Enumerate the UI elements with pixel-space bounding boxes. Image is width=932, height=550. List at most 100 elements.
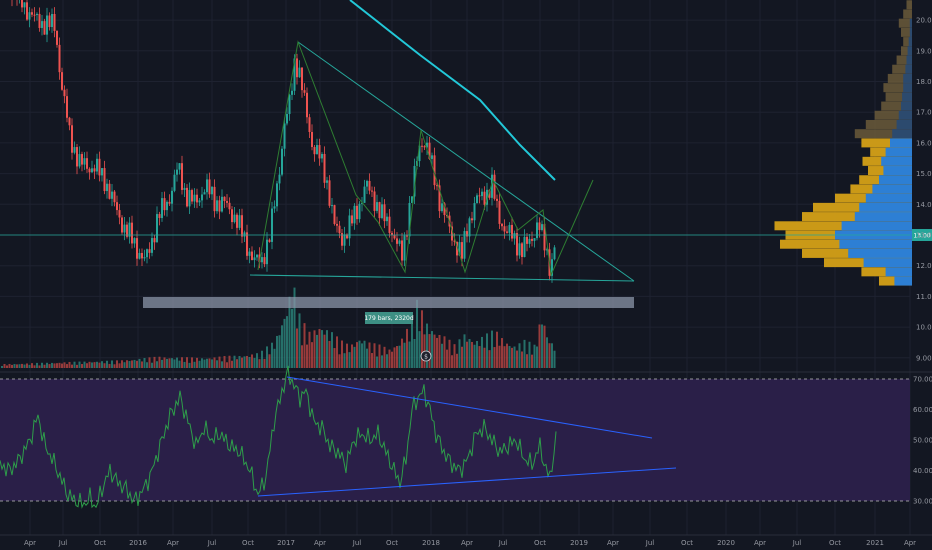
time-tick-label: 2020 [717, 539, 735, 547]
volume-bar [211, 359, 213, 368]
candle-body [441, 203, 443, 212]
volume-bar [421, 310, 423, 368]
candle-body [91, 168, 93, 173]
time-tick-label: Apr [607, 539, 619, 547]
rsi-axis[interactable]: 70.0000 60.0000 50.0000 40.0000 30.0000 [913, 376, 932, 506]
rsi-tick-label: 40.0000 [913, 467, 932, 475]
time-tick-label: Oct [829, 539, 841, 547]
candle-body [26, 2, 28, 20]
candle-body [466, 231, 468, 237]
volume-bar [513, 346, 516, 368]
volume-bar [176, 357, 178, 368]
volume-bar [281, 325, 283, 368]
candle-body [498, 200, 501, 224]
volume-profile-bar [865, 119, 912, 129]
candle-body [328, 180, 331, 206]
volume-bar [33, 365, 36, 368]
volume-bar [201, 358, 203, 368]
volume-bar [256, 353, 258, 368]
volume-bar [103, 363, 106, 368]
time-tick-label: 2016 [129, 539, 147, 547]
volume-annotation: 179 bars, 2320d [364, 312, 414, 324]
volume-bar [263, 358, 266, 368]
volume-bar [313, 330, 316, 368]
volume-bar [493, 347, 496, 368]
candle-body [488, 189, 491, 198]
volume-bar [111, 360, 113, 368]
candle-body [36, 13, 38, 16]
candle-body [453, 240, 456, 242]
candle-body [501, 223, 503, 227]
support-zone [143, 297, 634, 308]
candle-body [396, 238, 398, 244]
candle-body [261, 257, 263, 263]
candle-body [241, 215, 243, 237]
volume-bar [301, 345, 303, 368]
candle-body [41, 21, 43, 28]
candle-body [83, 158, 86, 165]
volume-bar [73, 361, 76, 368]
time-tick-label: Apr [461, 539, 473, 547]
candle-body [56, 30, 58, 45]
volume-bar [388, 349, 391, 368]
volume-bar [456, 353, 458, 368]
volume-bar [91, 362, 93, 368]
candle-body [186, 187, 188, 207]
candle-body [473, 203, 476, 221]
volume-bar [381, 355, 383, 368]
candle-body [28, 12, 31, 20]
time-tick-label: Jul [792, 539, 802, 547]
time-tick-label: Jul [498, 539, 508, 547]
candle-body [166, 201, 168, 211]
volume-profile-bar [854, 212, 912, 222]
candle-body [281, 148, 283, 175]
volume-bar [308, 331, 311, 368]
candle-body [313, 147, 316, 155]
rsi-series [0, 365, 557, 509]
volume-bar [356, 342, 358, 368]
volume-bar [361, 343, 363, 368]
dividend-marker[interactable]: $ [420, 350, 432, 362]
volume-bar [246, 355, 248, 368]
volume-bar [116, 360, 118, 368]
time-tick-label: Apr [754, 539, 766, 547]
volume-bar [66, 364, 68, 368]
volume-bar [178, 360, 181, 368]
candle-body [73, 147, 76, 153]
time-tick-label: Oct [681, 539, 693, 547]
volume-bar [96, 361, 98, 368]
candle-body [236, 214, 238, 228]
volume-profile-bar [879, 175, 912, 185]
candle-body [468, 218, 471, 237]
candle-body [156, 214, 158, 243]
volume-profile-bar [887, 73, 912, 83]
candle-body [238, 215, 241, 228]
volume-bar [236, 359, 238, 368]
volume-bar [191, 357, 193, 368]
time-axis[interactable]: Apr Jul Oct 2016 Apr Jul Oct 2017 Apr Jul Oct 2018 A… [0, 534, 932, 547]
volume-bar [393, 347, 396, 368]
volume-bar [401, 338, 403, 368]
candle-body [526, 236, 528, 244]
volume-bar [548, 343, 551, 368]
candle-body [533, 238, 536, 241]
volume-bar [323, 334, 326, 368]
time-tick-label: Oct [242, 539, 254, 547]
candle-body [191, 190, 193, 202]
candle-body [51, 14, 53, 28]
volume-bar [461, 346, 463, 368]
candle-body [178, 163, 181, 170]
volume-profile-bar [841, 221, 912, 231]
volume-bar [473, 344, 476, 368]
volume-bar [413, 339, 416, 368]
candle-body [248, 251, 251, 256]
candle-body [508, 224, 511, 233]
candle-body [128, 222, 131, 237]
price-axis[interactable]: 20.00 19.00 18.00 17.00 16.00 15.00 14.00 13.00… [916, 17, 932, 363]
price-tick-label: 12.00 [916, 262, 932, 270]
volume-profile-bar [908, 37, 912, 47]
volume-bar [318, 329, 321, 368]
candle-body [491, 174, 493, 198]
candle-body [146, 249, 148, 258]
